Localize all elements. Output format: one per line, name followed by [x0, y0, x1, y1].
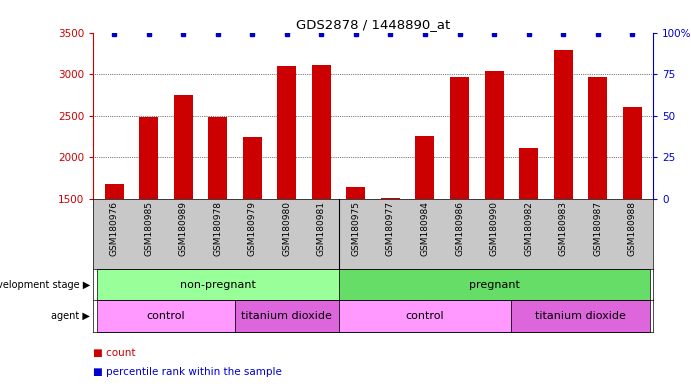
Text: control: control — [146, 311, 185, 321]
Bar — [339, 300, 511, 332]
Text: GSM180986: GSM180986 — [455, 201, 464, 256]
Text: ■ percentile rank within the sample: ■ percentile rank within the sample — [93, 367, 282, 377]
Text: GSM180981: GSM180981 — [316, 201, 326, 256]
Bar — [243, 137, 262, 199]
Text: GSM180983: GSM180983 — [558, 201, 568, 256]
Text: GSM180976: GSM180976 — [109, 201, 119, 256]
Text: non-pregnant: non-pregnant — [180, 280, 256, 290]
Text: pregnant: pregnant — [468, 280, 520, 290]
Text: GSM180982: GSM180982 — [524, 201, 533, 256]
Bar — [381, 198, 400, 199]
Bar — [277, 66, 296, 199]
Bar — [339, 269, 650, 300]
Bar — [519, 148, 538, 199]
Bar — [97, 269, 339, 300]
Bar — [208, 117, 227, 199]
Text: development stage ▶: development stage ▶ — [0, 280, 90, 290]
Text: GSM180984: GSM180984 — [420, 201, 430, 256]
Text: GSM180990: GSM180990 — [489, 201, 499, 256]
Bar — [450, 77, 469, 199]
Bar — [415, 136, 435, 199]
Bar — [511, 300, 650, 332]
Text: GSM180980: GSM180980 — [282, 201, 292, 256]
Text: GSM180977: GSM180977 — [386, 201, 395, 256]
Text: titanium dioxide: titanium dioxide — [535, 311, 626, 321]
Bar — [623, 107, 642, 199]
Bar — [553, 50, 573, 199]
Text: ■ count: ■ count — [93, 348, 136, 358]
Bar — [104, 184, 124, 199]
Bar — [346, 187, 366, 199]
Title: GDS2878 / 1448890_at: GDS2878 / 1448890_at — [296, 18, 451, 31]
Bar — [588, 77, 607, 199]
Text: GSM180975: GSM180975 — [351, 201, 361, 256]
Bar — [235, 300, 339, 332]
Text: GSM180985: GSM180985 — [144, 201, 153, 256]
Text: agent ▶: agent ▶ — [51, 311, 90, 321]
Text: GSM180979: GSM180979 — [247, 201, 257, 256]
Bar — [139, 117, 158, 199]
Text: GSM180987: GSM180987 — [593, 201, 603, 256]
Text: GSM180989: GSM180989 — [178, 201, 188, 256]
Text: GSM180988: GSM180988 — [627, 201, 637, 256]
Text: titanium dioxide: titanium dioxide — [241, 311, 332, 321]
Text: GSM180978: GSM180978 — [213, 201, 223, 256]
Bar — [312, 65, 331, 199]
Bar — [97, 300, 235, 332]
Text: control: control — [406, 311, 444, 321]
Bar — [173, 95, 193, 199]
Bar — [484, 71, 504, 199]
